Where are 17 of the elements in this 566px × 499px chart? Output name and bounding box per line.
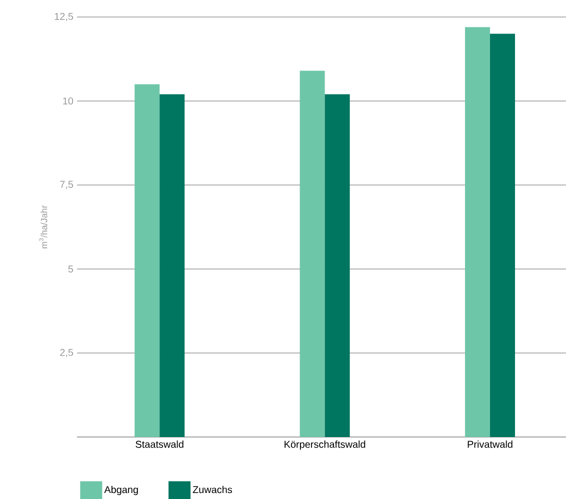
y-axis-title: m$^{3}$/ha/Jahr bbox=[39, 205, 48, 248]
bar bbox=[160, 94, 185, 437]
bar bbox=[324, 94, 350, 437]
y-tick-label: 12,5 bbox=[54, 12, 74, 22]
x-tick-label: Körperschaftswald bbox=[284, 440, 366, 450]
y-tick-label: 5 bbox=[68, 266, 74, 272]
bar bbox=[490, 34, 516, 437]
y-tick-label: 10 bbox=[63, 97, 74, 105]
bar bbox=[465, 27, 490, 437]
y-tick-label: 2,5 bbox=[60, 348, 74, 358]
bar bbox=[134, 84, 160, 437]
x-tick-label: Staatswald bbox=[136, 440, 184, 448]
bar bbox=[300, 70, 325, 437]
legend-label: Abgang bbox=[104, 486, 138, 496]
y-tick-label: 7,5 bbox=[60, 180, 74, 190]
x-tick-label: Privatwald bbox=[468, 440, 512, 448]
legend-label: Zuwachs bbox=[192, 486, 232, 494]
